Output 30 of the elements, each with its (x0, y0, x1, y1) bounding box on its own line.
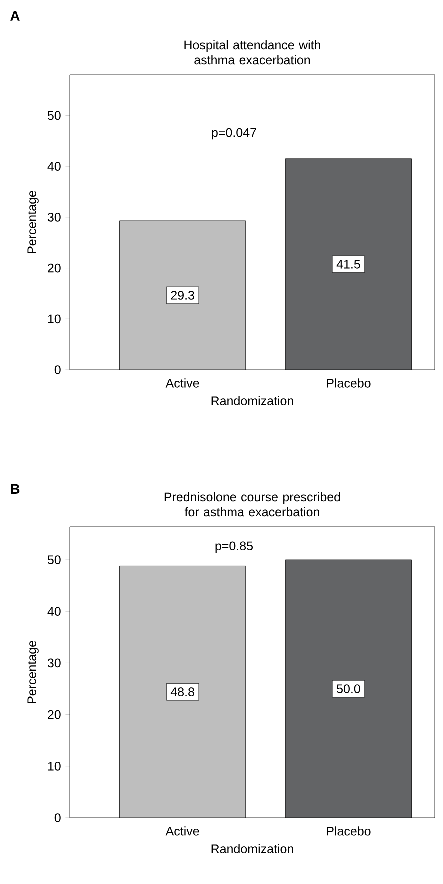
chart-title: Prednisolone course prescribed for asthma exacerbation (164, 492, 340, 517)
y-tick-label: 20 (48, 264, 61, 273)
chart-title: Hospital attendance with asthma exacerbation (184, 40, 320, 65)
x-axis-title: Randomization (212, 844, 294, 854)
annotation: p=0.047 (212, 128, 256, 140)
y-axis-title: Percentage (28, 191, 39, 254)
y-tick-label: 50 (48, 556, 61, 564)
y-tick-label: 30 (48, 658, 61, 668)
data-label: 29.3 (171, 291, 194, 300)
y-tick-label: 10 (48, 314, 61, 324)
data-label: 50.0 (337, 684, 360, 694)
y-tick-label: 40 (48, 162, 61, 171)
y-axis-title: Percentage (28, 641, 39, 704)
text: A (10, 11, 20, 21)
y-tick-label: 50 (48, 111, 61, 120)
y-tick-label: 10 (48, 762, 61, 771)
text: B (11, 484, 20, 494)
x-tick-label: Active (166, 378, 200, 388)
y-tick-label: 30 (48, 213, 61, 222)
data-label: 41.5 (336, 260, 360, 269)
x-axis-title: Randomization (212, 396, 294, 406)
y-tick-label: 0 (54, 814, 61, 822)
x-tick-label: Placebo (327, 826, 371, 836)
y-tick-label: 20 (48, 710, 61, 720)
annotation: p=0.85 (216, 542, 254, 554)
y-tick-label: 0 (54, 366, 61, 374)
x-tick-label: Placebo (327, 378, 371, 388)
data-label: 48.8 (170, 688, 194, 697)
y-tick-label: 40 (48, 607, 61, 616)
x-tick-label: Active (166, 826, 200, 836)
